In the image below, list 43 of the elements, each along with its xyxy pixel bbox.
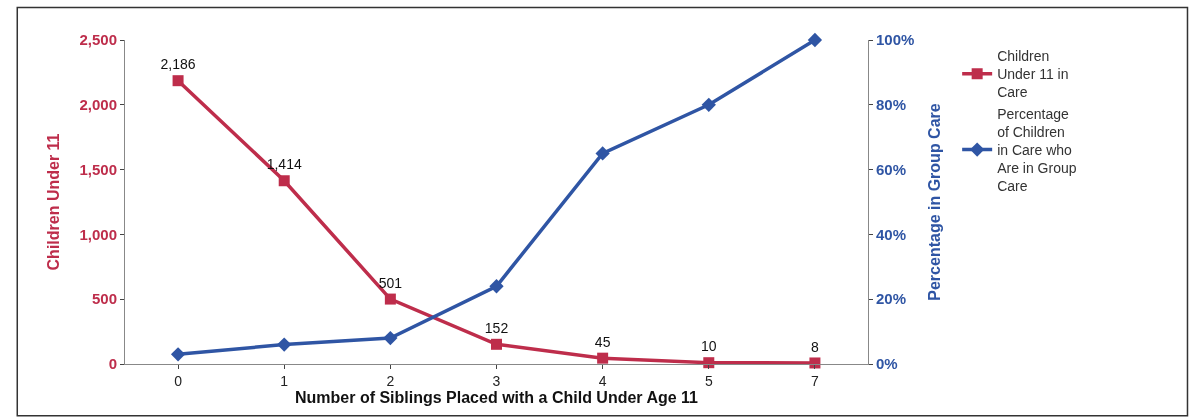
- y2-tick-label: 0%: [876, 355, 898, 373]
- data-label: 1,414: [266, 156, 302, 173]
- y2-tick-label: 20%: [876, 290, 907, 308]
- y2-axis-title: Percentage in Group Care: [926, 103, 944, 301]
- x-tick-label: 0: [174, 372, 183, 389]
- point: [595, 146, 610, 161]
- x-tick-label: 5: [704, 372, 713, 389]
- y-tick-label: 2,500: [79, 31, 117, 49]
- data-label: 10: [701, 338, 717, 355]
- point: [597, 352, 609, 364]
- legend-label: Children Under 11 in Care: [997, 48, 1069, 101]
- x-axis-title: Number of Siblings Placed with a Child Under Age 11: [294, 389, 699, 407]
- y-tick-label: 2,000: [79, 96, 117, 114]
- point: [172, 75, 184, 87]
- y2-tick-label: 100%: [876, 31, 915, 49]
- data-label: 45: [594, 333, 611, 350]
- x-tick-label: 4: [598, 372, 607, 389]
- y-tick-label: 500: [91, 290, 117, 308]
- y-tick-label: 1,500: [79, 160, 117, 178]
- point: [491, 338, 502, 350]
- legend-label: Percentage of Children in Care who Are in Group Care: [997, 105, 1077, 195]
- point: [383, 330, 398, 346]
- x-tick-label: 2: [386, 372, 395, 389]
- y2-tick-label: 80%: [876, 96, 907, 114]
- point: [807, 32, 823, 48]
- y-tick-label: 0: [108, 355, 117, 373]
- x-tick-label: 7: [811, 372, 820, 389]
- y2-tick-label: 40%: [876, 225, 907, 243]
- x-tick-label: 3: [492, 372, 501, 389]
- point: [701, 97, 716, 112]
- data-label: 501: [378, 274, 403, 291]
- x-tick-label: 1: [280, 372, 289, 389]
- point: [489, 279, 504, 294]
- data-label: 8: [811, 338, 820, 355]
- y2-tick-label: 60%: [876, 160, 907, 178]
- point: [384, 293, 396, 305]
- point: [278, 175, 290, 187]
- point: [277, 337, 292, 352]
- data-label: 152: [484, 319, 509, 336]
- y-tick-label: 1,000: [79, 225, 117, 243]
- y-axis-title: Children Under 11: [45, 133, 63, 271]
- point: [170, 347, 186, 362]
- data-label: 2,186: [160, 56, 196, 73]
